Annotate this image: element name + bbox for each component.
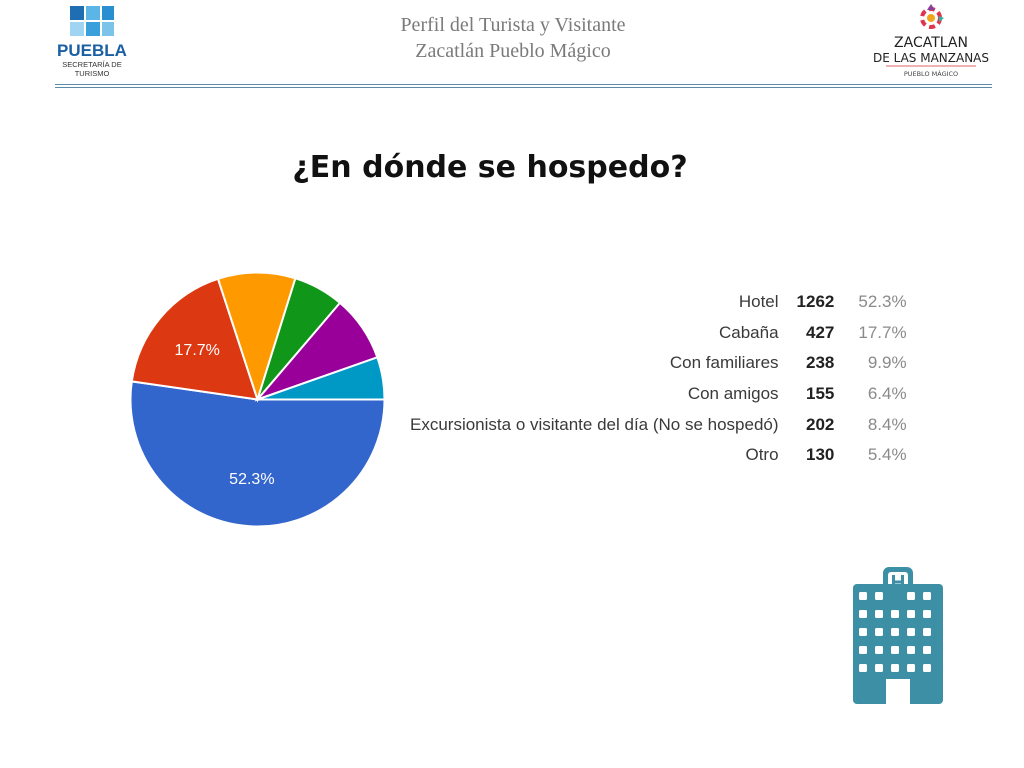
legend-count: 155 [805,384,835,404]
legend-label: Otro [745,445,779,465]
legend-count: 130 [805,445,835,465]
header-title-line1: Perfil del Turista y Visitante [400,14,626,36]
svg-text:ZACATLAN: ZACATLAN [894,35,968,51]
legend-percent: 8.4% [867,414,907,434]
puebla-tourism-logo: PUEBLA SECRETARÍA DE TURISMO [57,6,127,78]
legend-percent: 9.9% [867,353,907,373]
svg-text:PUEBLO MÁGICO: PUEBLO MÁGICO [904,69,958,78]
legend-label: Con amigos [687,384,779,404]
legend-label: Hotel [738,292,779,312]
legend-row: Con amigos 155 6.4% [410,379,907,410]
legend-count: 1262 [796,292,835,312]
pie-slice-cabana [130,277,259,401]
legend-percent: 5.4% [867,445,907,465]
svg-text:SECRETARÍA DE: SECRETARÍA DE [62,60,121,69]
svg-text:TURISMO: TURISMO [75,69,110,78]
flower-icon [920,4,944,29]
legend-row: Con familiares 238 9.9% [410,348,907,379]
pie-slice-label: 52.3% [229,471,274,488]
legend-count: 202 [805,414,835,434]
slide-header: PUEBLA SECRETARÍA DE TURISMO Perfil del … [0,0,1024,90]
legend-label: Cabaña [718,322,779,342]
legend-row: Hotel 1262 52.3% [410,287,907,318]
legend-percent: 52.3% [858,292,907,312]
pie-slice-label: 17.7% [175,342,220,359]
legend-count: 427 [805,322,835,342]
header-title-line2: Zacatlán Pueblo Mágico [415,40,611,62]
legend-row: Otro 130 5.4% [410,440,907,471]
hotel-building-icon [853,567,943,704]
slide-title: ¿En dónde se hospedo? [292,150,688,185]
pie-slice-otro [257,356,386,401]
zacatlan-logo: ZACATLAN DE LAS MANZANAS PUEBLO MÁGICO [873,4,989,78]
legend-table: Hotel 1262 52.3% Cabaña 427 17.7% Con familiar… [410,287,907,471]
svg-text:PUEBLA: PUEBLA [57,41,127,60]
legend-label: Con familiares [669,353,779,373]
legend-row: Excursionista o visitante del día (No se… [410,409,907,440]
pie-slice-con-familiares [216,271,297,403]
legend-percent: 17.7% [858,322,907,342]
pie-chart: 52.3% 17.7% [129,271,386,528]
legend-row: Cabaña 427 17.7% [410,318,907,349]
header-rule-bottom [55,87,992,88]
legend-count: 238 [805,353,835,373]
legend-label: Excursionista o visitante del día (No se… [410,414,779,434]
header-title: Perfil del Turista y Visitante Zacatlán … [313,12,713,64]
legend-percent: 6.4% [867,384,907,404]
pie-slice-hotel [129,380,386,528]
svg-text:DE LAS MANZANAS: DE LAS MANZANAS [873,51,989,65]
header-rule-top [55,84,992,85]
